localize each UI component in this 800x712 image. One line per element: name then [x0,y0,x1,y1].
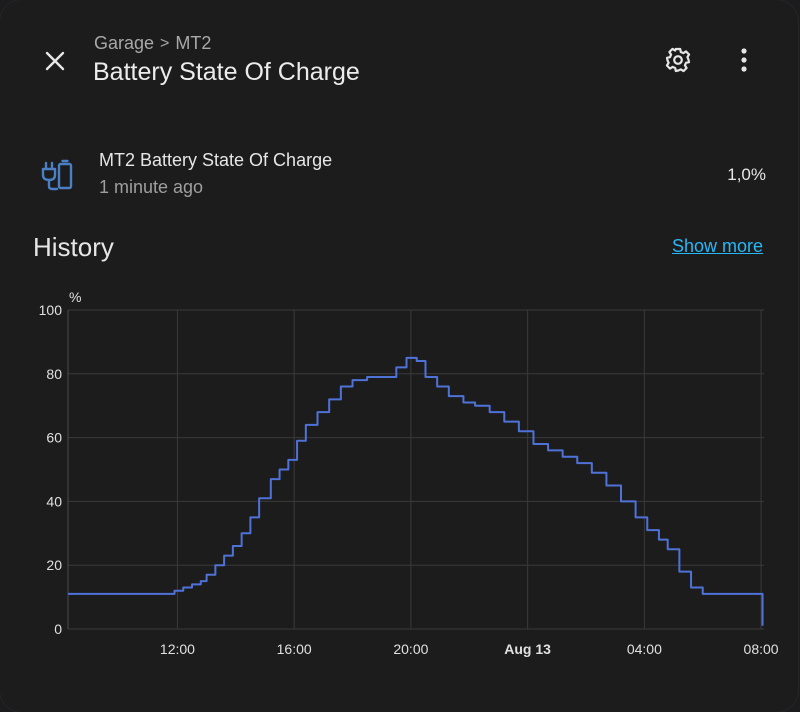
breadcrumb-separator: > [160,34,170,52]
close-button[interactable] [36,42,74,80]
battery-charging-plug-icon [41,159,73,191]
close-icon [45,51,65,71]
entity-last-changed: 1 minute ago [99,177,204,197]
x-tick-label: 04:00 [627,641,662,657]
y-tick-label: 80 [46,366,62,382]
y-tick-label: 40 [46,493,62,509]
x-tick-label: 20:00 [393,641,428,657]
y-axis-unit-label: % [69,289,81,305]
series-line [68,356,764,626]
y-tick-label: 100 [39,302,63,318]
y-tick-label: 60 [46,430,62,446]
entity-name: MT2 Battery State Of Charge [99,150,333,170]
history-heading: History [33,232,114,262]
y-tick-label: 20 [46,557,62,573]
page-title: Battery State Of Charge [93,58,360,86]
settings-button[interactable] [660,42,696,78]
breadcrumb: Garage > MT2 [94,33,211,54]
x-tick-label: Aug 13 [504,641,551,657]
more-vertical-icon [741,48,747,72]
breadcrumb-device[interactable]: MT2 [175,33,212,53]
y-tick-label: 0 [54,621,62,637]
gear-icon [665,47,691,73]
entity-state-value: 1,0% [727,165,766,184]
x-tick-label: 12:00 [160,641,195,657]
x-tick-label: 16:00 [277,641,312,657]
x-tick-label: 08:00 [744,641,779,657]
breadcrumb-area[interactable]: Garage [94,33,155,53]
entity-row: MT2 Battery State Of Charge 1 minute ago… [36,145,766,205]
more-options-button[interactable] [726,42,762,78]
history-chart[interactable]: 0 20 40 60 80 100 12:00 16:00 20:00 Aug 13 04:00 08… [0,280,798,660]
show-more-link[interactable]: Show more [671,236,763,256]
